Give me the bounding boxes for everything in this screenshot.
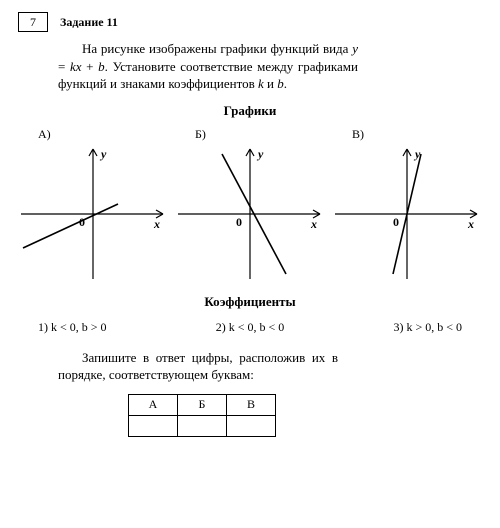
svg-text:y: y [256, 147, 264, 161]
coef-option-3: 3) k > 0, b < 0 [393, 320, 462, 335]
graph-c-label: В) [352, 127, 482, 142]
graph-c: В) 0xy [332, 127, 482, 288]
task-number: 7 [30, 15, 36, 30]
coefs-row: 1) k < 0, b > 0 2) k < 0, b < 0 3) k > 0… [38, 320, 462, 335]
graphs-title: Графики [18, 103, 482, 119]
graph-a: А) 0xy [18, 127, 168, 288]
svg-text:0: 0 [393, 215, 399, 229]
svg-text:x: x [153, 217, 160, 231]
task-title: Задание 11 [60, 15, 118, 30]
problem-and: и [264, 76, 277, 91]
graph-a-svg: 0xy [18, 144, 168, 284]
problem-text-1: На рисунке изображены графики функций ви… [82, 41, 352, 56]
problem-statement: На рисунке изображены графики функций ви… [58, 40, 358, 93]
graph-a-label: А) [38, 127, 168, 142]
graph-c-svg: 0xy [332, 144, 482, 284]
formula-plus: + [82, 59, 99, 74]
answer-instruction: Запишите в ответ цифры, расположив их в … [58, 349, 338, 384]
answer-cell-b[interactable] [178, 415, 227, 436]
answer-cell-a[interactable] [129, 415, 178, 436]
answer-header-b: Б [178, 394, 227, 415]
graph-b: Б) 0 x y [175, 127, 325, 288]
graph-b-label: Б) [195, 127, 325, 142]
coefs-title: Коэффициенты [18, 294, 482, 310]
problem-end: . [284, 76, 287, 91]
formula-eq: = [58, 59, 70, 74]
graph-b-svg: 0 x y [175, 144, 325, 284]
task-number-box: 7 [18, 12, 48, 32]
graphs-row: А) 0 x y Б) 0 x y В) 0 x y [18, 127, 482, 288]
coef-option-2: 2) k < 0, b < 0 [216, 320, 285, 335]
task-header: 7 Задание 11 [18, 12, 482, 32]
svg-text:x: x [310, 217, 317, 231]
answer-header-c: В [227, 394, 276, 415]
formula-kx: kx [70, 59, 82, 74]
coef-option-1: 1) k < 0, b > 0 [38, 320, 107, 335]
formula-y: y [352, 41, 358, 56]
svg-text:x: x [467, 217, 474, 231]
answer-header-a: А [129, 394, 178, 415]
answer-cell-c[interactable] [227, 415, 276, 436]
answer-table: А Б В [128, 394, 276, 437]
svg-text:y: y [99, 147, 107, 161]
svg-text:0: 0 [236, 215, 242, 229]
